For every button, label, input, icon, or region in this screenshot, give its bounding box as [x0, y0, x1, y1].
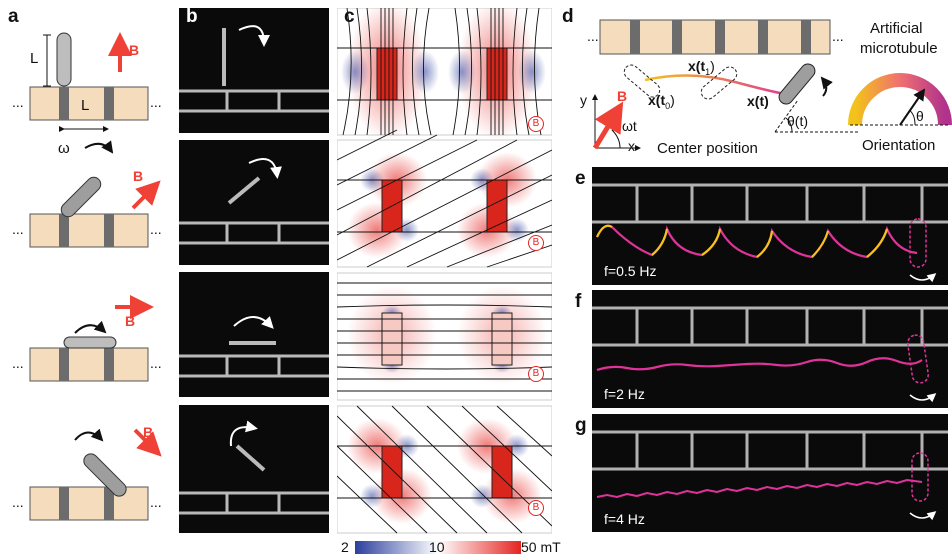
axis-y-label: y	[580, 92, 587, 108]
ellipsis-d-right: ...	[832, 28, 844, 44]
theta-label: θ	[916, 108, 924, 124]
micrograph-g	[592, 414, 948, 532]
ellipsis-a2r: ...	[150, 221, 162, 237]
ellipsis-a1r: ...	[150, 94, 162, 110]
field-map-horizontal	[337, 272, 552, 401]
micrograph-f	[592, 290, 948, 408]
title-artificial: Artificial	[870, 20, 923, 37]
ellipsis-a4: ...	[12, 494, 24, 510]
ellipsis-d-left: ...	[587, 28, 599, 44]
colorbar-max-label: 50 mT	[521, 539, 561, 555]
rod-diagonal	[60, 176, 102, 218]
rod-vertical	[56, 32, 72, 87]
magnet-strip-3	[29, 347, 149, 382]
panel-label-b: b	[186, 6, 198, 27]
field-map-diagonal-back	[337, 405, 552, 534]
field-label-a3: B	[125, 313, 136, 329]
title-microtubule: microtubule	[860, 40, 938, 57]
trajectory-e	[596, 224, 918, 259]
ellipsis-a3: ...	[12, 355, 24, 371]
colorbar-mid-label: 10	[429, 539, 445, 555]
theta-t-label: θ(t)	[787, 113, 808, 129]
panel-label-c: c	[344, 6, 355, 27]
x-t-label: x(t)	[747, 93, 769, 109]
frequency-label-g: f=4 Hz	[604, 511, 645, 527]
field-label-a1: B	[129, 42, 140, 58]
field-map-diagonal	[337, 129, 552, 268]
trajectory-f	[596, 357, 923, 372]
panel-label-a: a	[8, 6, 19, 27]
magnet-strip-1	[29, 86, 149, 121]
field-label-d: B	[617, 88, 628, 104]
center-position-label: Center position	[657, 140, 758, 157]
panel-a-schematics	[29, 32, 162, 521]
panel-d-schematic	[592, 19, 952, 151]
axis-x-label: x	[628, 138, 635, 154]
trajectory-g	[596, 478, 923, 499]
ellipsis-a4r: ...	[150, 494, 162, 510]
field-badge-c2: B	[528, 235, 544, 251]
field-label-a2: B	[133, 168, 144, 184]
panel-label-d: d	[562, 6, 574, 27]
panel-label-e: e	[575, 168, 586, 189]
frequency-label-f: f=2 Hz	[604, 386, 645, 402]
field-badge-c4: B	[528, 500, 544, 516]
colorbar-min-label: 2	[341, 539, 349, 555]
ellipsis-a3r: ...	[150, 355, 162, 371]
panel-b-overlay	[179, 25, 329, 515]
omega-label-a: ω	[58, 140, 70, 157]
colorbar-gradient	[355, 541, 521, 554]
orientation-label: Orientation	[862, 137, 936, 154]
ellipsis-a1: ...	[12, 94, 24, 110]
omega-t-label: ωt	[622, 118, 637, 134]
panel-label-g: g	[575, 415, 587, 436]
frequency-label-e: f=0.5 Hz	[604, 263, 657, 279]
field-map-vertical	[337, 8, 552, 140]
field-badge-c3: B	[528, 366, 544, 382]
ellipsis-a2: ...	[12, 221, 24, 237]
magnet-strip-2	[29, 213, 149, 248]
rod-diagonal-back	[83, 453, 127, 497]
rod-horizontal	[63, 336, 117, 349]
x-t0-label: x(t0)	[648, 92, 675, 111]
micrograph-e	[592, 167, 948, 285]
panel-label-f: f	[575, 291, 582, 312]
length-label-vertical: L	[30, 50, 39, 67]
trajectory-overlays	[592, 183, 948, 521]
x-t1-label: x(t1)	[688, 58, 715, 77]
length-label-horizontal: L	[81, 97, 90, 114]
field-label-a4: B	[143, 424, 154, 440]
field-badge-c1: B	[528, 116, 544, 132]
panel-c-field-maps	[337, 8, 552, 534]
magnet-strip-4	[29, 486, 149, 521]
